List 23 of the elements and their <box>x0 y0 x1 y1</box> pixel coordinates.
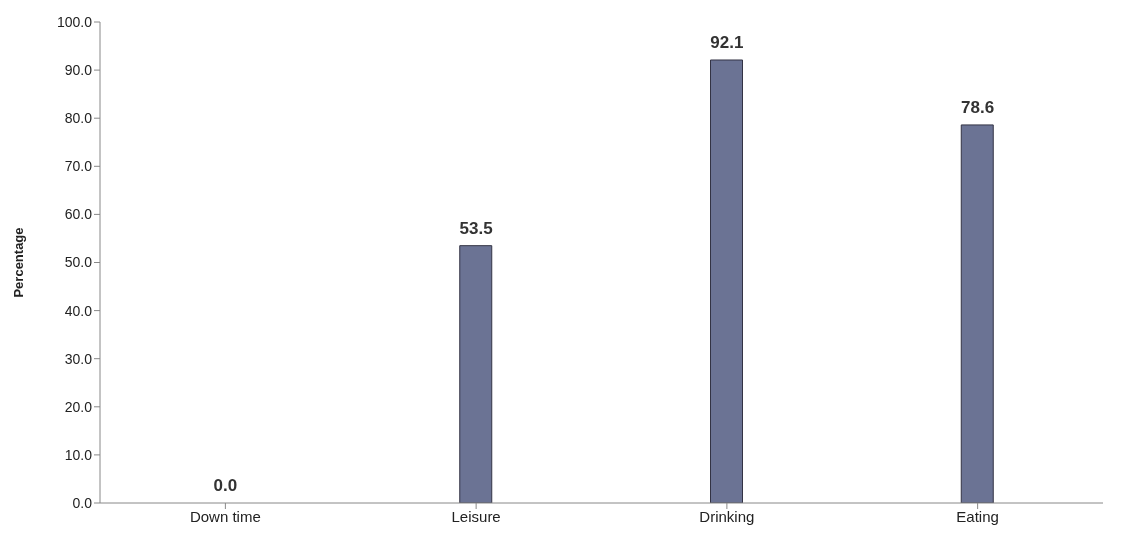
bar <box>710 59 743 503</box>
bar <box>459 245 493 503</box>
y-axis-title: Percentage <box>10 227 26 298</box>
x-tick-label: Leisure <box>451 507 501 525</box>
y-tick-label: 20.0 <box>64 398 93 415</box>
y-tick-label: 30.0 <box>64 350 93 367</box>
y-tick-label: 90.0 <box>64 62 93 79</box>
data-label: 53.5 <box>459 218 493 238</box>
y-tick-label: 70.0 <box>64 158 93 175</box>
y-tick-label: 40.0 <box>64 302 93 319</box>
x-tick-label: Eating <box>956 507 999 525</box>
data-label: 92.1 <box>710 33 744 52</box>
x-tick-label: Down time <box>189 507 261 525</box>
y-tick-label: 80.0 <box>64 110 93 127</box>
bar <box>960 124 994 503</box>
data-label: 78.6 <box>961 97 995 117</box>
y-tick-label: 0.0 <box>72 494 93 511</box>
x-tick-label: Drinking <box>699 507 755 525</box>
data-label: 0.0 <box>213 476 238 495</box>
y-tick-label: 10.0 <box>64 446 93 463</box>
y-tick-label: 50.0 <box>64 254 93 271</box>
y-tick-label: 100.0 <box>56 13 93 30</box>
y-tick-label: 60.0 <box>64 206 93 223</box>
